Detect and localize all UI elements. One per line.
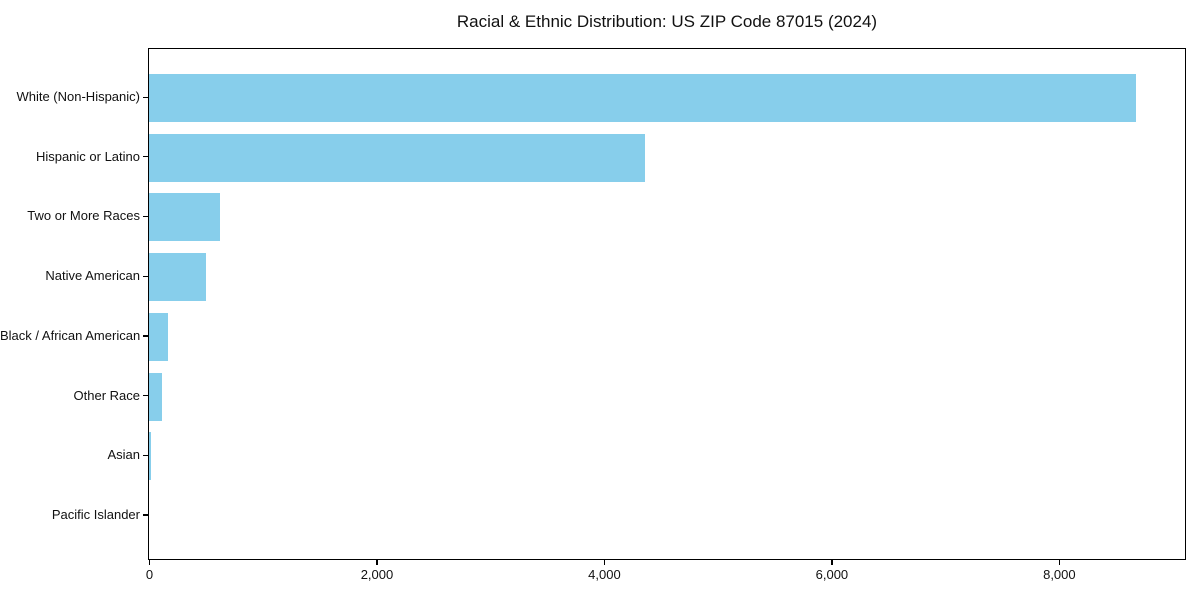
bar-two-or-more-races	[149, 193, 221, 242]
bar-white-non-hispanic	[149, 74, 1136, 122]
y-tick-label: Hispanic or Latino	[35, 148, 140, 164]
chart-title: Racial & Ethnic Distribution: US ZIP Cod…	[456, 12, 878, 31]
y-tick-label: Other Race	[73, 387, 140, 403]
x-tick-label: 4,000	[588, 567, 621, 582]
x-tick-label: 6,000	[815, 567, 849, 582]
bar-black-african-american	[149, 312, 168, 361]
y-tick-mark	[143, 335, 148, 337]
y-tick-mark	[143, 156, 148, 158]
x-tick-label: 0	[145, 567, 154, 582]
y-tick-label: White (Non-Hispanic)	[16, 89, 140, 104]
x-tick-mark	[148, 560, 151, 565]
x-tick-label: 8,000	[1043, 567, 1076, 582]
bar-other-race	[149, 372, 163, 421]
y-tick-label: Black / African American	[0, 327, 141, 343]
y-tick-label: Native American	[45, 268, 140, 284]
y-tick-mark	[143, 514, 148, 516]
x-tick-mark	[376, 560, 378, 565]
bar-asian	[149, 432, 151, 481]
y-tick-mark	[143, 215, 148, 218]
x-tick-mark	[603, 560, 606, 565]
y-tick-label: Two or More Races	[27, 208, 140, 224]
y-tick-label: Asian	[107, 447, 140, 463]
y-tick-label: Pacific Islander	[51, 506, 140, 522]
x-tick-label: 2,000	[360, 567, 394, 582]
x-tick-mark	[1058, 560, 1060, 565]
y-tick-mark	[143, 454, 148, 456]
y-tick-mark	[143, 96, 148, 98]
bar-hispanic-or-latino	[149, 133, 645, 182]
bar-native-american	[149, 253, 206, 302]
y-tick-mark	[143, 395, 148, 397]
y-tick-mark	[143, 275, 148, 277]
plot-area	[148, 48, 1186, 560]
x-tick-mark	[831, 560, 833, 565]
